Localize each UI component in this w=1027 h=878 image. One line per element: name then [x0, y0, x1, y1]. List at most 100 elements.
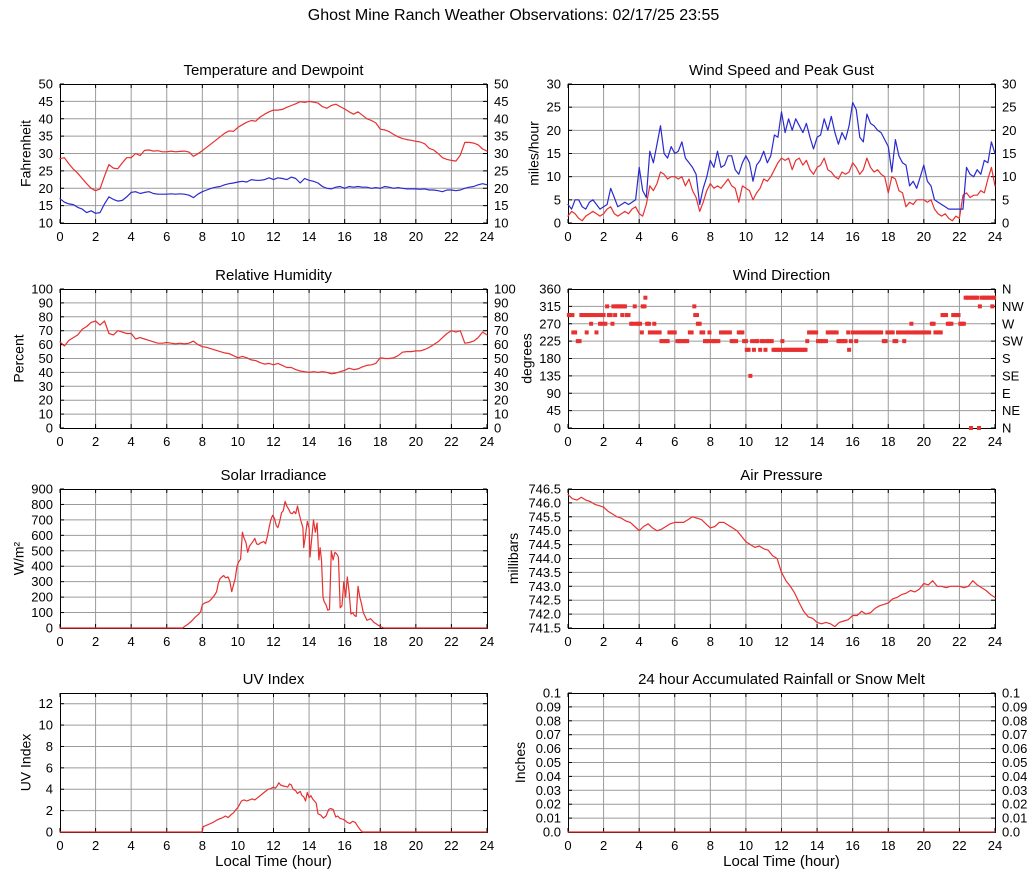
series-point: [843, 339, 848, 344]
chart-title: 24 hour Accumulated Rainfall or Snow Mel…: [638, 671, 926, 688]
y-tick-label: 20: [39, 181, 53, 196]
y-tick-label-right: 15: [494, 198, 508, 213]
series-point: [927, 330, 932, 335]
x-tick-label: 14: [810, 434, 824, 449]
x-tick-label: 6: [163, 634, 170, 649]
compass-label: NE: [1002, 403, 1020, 418]
y-tick-label: 0.06: [536, 741, 561, 756]
series-point: [701, 330, 706, 335]
x-tick-label: 18: [373, 634, 387, 649]
series-line: [59, 176, 488, 214]
series-point: [857, 330, 862, 335]
x-tick-label: 10: [739, 838, 753, 853]
series-point: [573, 330, 578, 335]
x-tick-label: 4: [636, 229, 643, 244]
y-tick-label-right: 30: [494, 379, 508, 394]
y-tick-label-right: 0.08: [1002, 713, 1027, 728]
y-axis-label: Percent: [11, 334, 27, 382]
x-tick-label: 4: [128, 634, 135, 649]
series-point: [751, 347, 756, 352]
series-point: [589, 321, 594, 326]
y-tick-label-right: 90: [494, 295, 508, 310]
x-tick-label: 8: [199, 634, 206, 649]
series-point: [689, 330, 694, 335]
series-point: [582, 313, 587, 318]
series-point: [938, 330, 943, 335]
chart-title: Temperature and Dewpoint: [183, 62, 364, 79]
series-point: [846, 330, 851, 335]
y-tick-label: 135: [539, 368, 561, 383]
x-tick-label: 18: [881, 634, 895, 649]
y-tick-label: 315: [539, 299, 561, 314]
y-tick-label: 30: [547, 77, 561, 92]
series-point: [976, 426, 981, 430]
y-tick-label: 270: [539, 316, 561, 331]
series-point: [643, 295, 648, 300]
x-tick-label: 10: [739, 434, 753, 449]
series-point: [622, 304, 627, 309]
y-tick-label: 10: [547, 169, 561, 184]
y-tick-label: 90: [39, 295, 53, 310]
y-tick-label-right: 0.03: [1002, 783, 1027, 798]
y-tick-label-right: 5: [1002, 192, 1009, 207]
chart-air-pressure: 741.5742.0742.5743.0743.5744.0744.5745.0…: [505, 467, 1002, 649]
x-tick-label: 16: [845, 229, 859, 244]
y-tick-label-right: 70: [494, 323, 508, 338]
series-point: [594, 330, 599, 335]
series-point: [610, 321, 615, 326]
series-point: [902, 339, 907, 344]
x-tick-label: 18: [881, 229, 895, 244]
x-tick-label: 2: [92, 838, 99, 853]
x-tick-label: 4: [128, 229, 135, 244]
y-tick-label: 0: [554, 421, 561, 436]
y-tick-label-right: 0: [494, 421, 501, 436]
x-tick-label: 2: [600, 229, 607, 244]
y-tick-label-right: 45: [494, 94, 508, 109]
series-point: [909, 321, 914, 326]
x-tick-label: 22: [444, 229, 458, 244]
series-point: [570, 313, 575, 318]
x-tick-label: 6: [671, 838, 678, 853]
x-tick-label: 2: [600, 838, 607, 853]
series-line: [567, 494, 996, 628]
y-tick-label-right: 15: [1002, 146, 1016, 161]
y-tick-label: 10: [39, 216, 53, 231]
series-point: [748, 373, 753, 378]
x-axis-label: Local Time (hour): [723, 853, 840, 870]
x-tick-label: 14: [302, 838, 316, 853]
y-tick-label: 40: [39, 365, 53, 380]
page-title: Ghost Mine Ranch Weather Observations: 0…: [307, 7, 720, 24]
series-point: [967, 295, 972, 300]
x-tick-label: 16: [337, 229, 351, 244]
x-tick-label: 0: [56, 838, 63, 853]
x-tick-label: 12: [774, 634, 788, 649]
y-tick-label: 0.03: [536, 783, 561, 798]
y-tick-label: 745.0: [528, 523, 561, 538]
y-tick-label: 0.1: [543, 686, 561, 701]
chart-title: Wind Direction: [733, 267, 831, 284]
x-tick-label: 10: [739, 229, 753, 244]
x-tick-label: 10: [231, 838, 245, 853]
y-axis-label: millibars: [505, 533, 521, 584]
series-point: [805, 339, 810, 344]
series-point: [734, 339, 739, 344]
series-point: [992, 295, 997, 300]
y-tick-label-right: 0.09: [1002, 699, 1027, 714]
series-point: [577, 339, 582, 344]
x-tick-label: 14: [302, 434, 316, 449]
x-tick-label: 22: [952, 838, 966, 853]
y-tick-label-right: 0.02: [1002, 797, 1027, 812]
series-point: [763, 347, 768, 352]
y-tick-label: 0.02: [536, 797, 561, 812]
compass-label: W: [1002, 316, 1015, 331]
series-point: [638, 321, 643, 326]
series-point: [949, 321, 954, 326]
y-axis-label: UV Index: [17, 734, 33, 792]
y-tick-label: 800: [31, 497, 53, 512]
x-tick-label: 14: [810, 229, 824, 244]
series-point: [692, 304, 697, 309]
x-tick-label: 4: [636, 838, 643, 853]
